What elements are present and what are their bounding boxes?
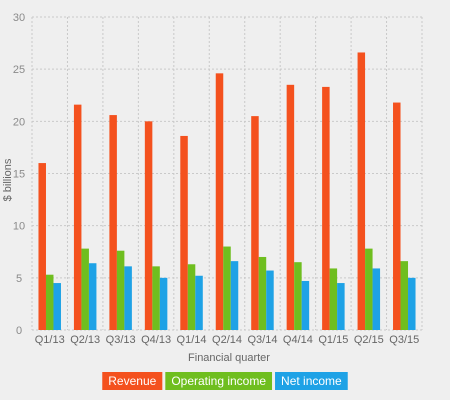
y-tick-label: 30: [13, 12, 25, 24]
y-tick-label: 20: [13, 116, 25, 128]
bar-revenue-q2-13: [73, 104, 82, 330]
x-tick-label: Q3/13: [106, 334, 136, 346]
bar-operating-income-q1-15: [329, 268, 338, 330]
y-tick-labels: 0 5 10 15 20 25 30: [13, 12, 25, 337]
x-tick-label: Q2/13: [70, 334, 100, 346]
legend: Revenue Operating income Net income: [102, 372, 348, 390]
bar-revenue-q1-14: [180, 135, 188, 330]
bar-operating-income-q2-15: [365, 248, 373, 330]
bar-net-income-q2-14: [230, 261, 239, 330]
bar-operating-income-q3-15: [400, 261, 409, 330]
legend-label-operating-income: Operating income: [171, 374, 266, 388]
legend-label-revenue: Revenue: [108, 374, 156, 388]
legend-swatch-operating-income: [165, 372, 273, 390]
bar-net-income-q3-14: [266, 270, 274, 330]
bars: [38, 52, 416, 331]
legend-label-net-income: Net income: [281, 374, 342, 388]
bar-net-income-q1-13: [53, 283, 61, 330]
x-tick-label: Q1/13: [35, 334, 65, 346]
bar-net-income-q2-15: [372, 268, 381, 330]
x-tick-label: Q2/14: [212, 334, 242, 346]
x-tick-labels: Q1/13 Q2/13 Q3/13 Q4/13 Q1/14 Q2/14 Q3/14 Q4/14…: [35, 334, 420, 346]
bar-revenue-q2-14: [215, 73, 224, 330]
bar-revenue-q2-15: [357, 52, 366, 331]
x-tick-label: Q4/13: [141, 334, 171, 346]
bar-revenue-q3-13: [109, 115, 117, 330]
bar-operating-income-q3-13: [116, 250, 125, 330]
y-tick-label: 15: [13, 169, 25, 181]
y-axis-label: $ billions: [2, 158, 14, 201]
bar-operating-income-q4-14: [294, 262, 302, 330]
x-tick-label: Q1/15: [318, 334, 348, 346]
bar-net-income-q1-15: [337, 283, 345, 330]
bar-net-income-q1-14: [195, 275, 203, 330]
bar-net-income-q2-13: [88, 263, 97, 330]
bar-operating-income-q4-13: [152, 266, 160, 330]
y-tick-label: 10: [13, 221, 25, 233]
bar-net-income-q4-14: [301, 280, 310, 330]
x-tick-label: Q3/14: [247, 334, 277, 346]
bar-operating-income-q3-14: [258, 256, 267, 330]
bar-revenue-q1-15: [322, 86, 330, 330]
bar-operating-income-q1-13: [45, 274, 54, 330]
x-axis-label: Financial quarter: [188, 352, 270, 364]
legend-swatch-revenue: [102, 372, 163, 390]
bar-revenue-q3-14: [251, 116, 259, 330]
y-tick-label: 0: [16, 325, 22, 337]
bar-revenue-q3-15: [393, 102, 401, 330]
y-tick-label: 5: [16, 273, 22, 285]
x-tick-label: Q4/14: [283, 334, 313, 346]
bar-net-income-q3-15: [408, 277, 416, 330]
bar-revenue-q4-14: [286, 84, 295, 330]
x-tick-label: Q3/15: [389, 334, 419, 346]
bar-operating-income-q2-14: [223, 246, 231, 330]
legend-swatch-net-income: [275, 372, 348, 390]
x-tick-label: Q2/15: [354, 334, 384, 346]
gridlines: [31, 16, 423, 331]
bar-net-income-q3-13: [124, 266, 132, 330]
bar-revenue-q1-13: [38, 163, 46, 330]
bar-revenue-q4-13: [144, 121, 153, 330]
bar-operating-income-q2-13: [81, 248, 89, 330]
bar-net-income-q4-13: [159, 277, 168, 330]
bar-operating-income-q1-14: [187, 264, 196, 330]
y-tick-label: 25: [13, 64, 25, 76]
x-tick-label: Q1/14: [177, 334, 207, 346]
